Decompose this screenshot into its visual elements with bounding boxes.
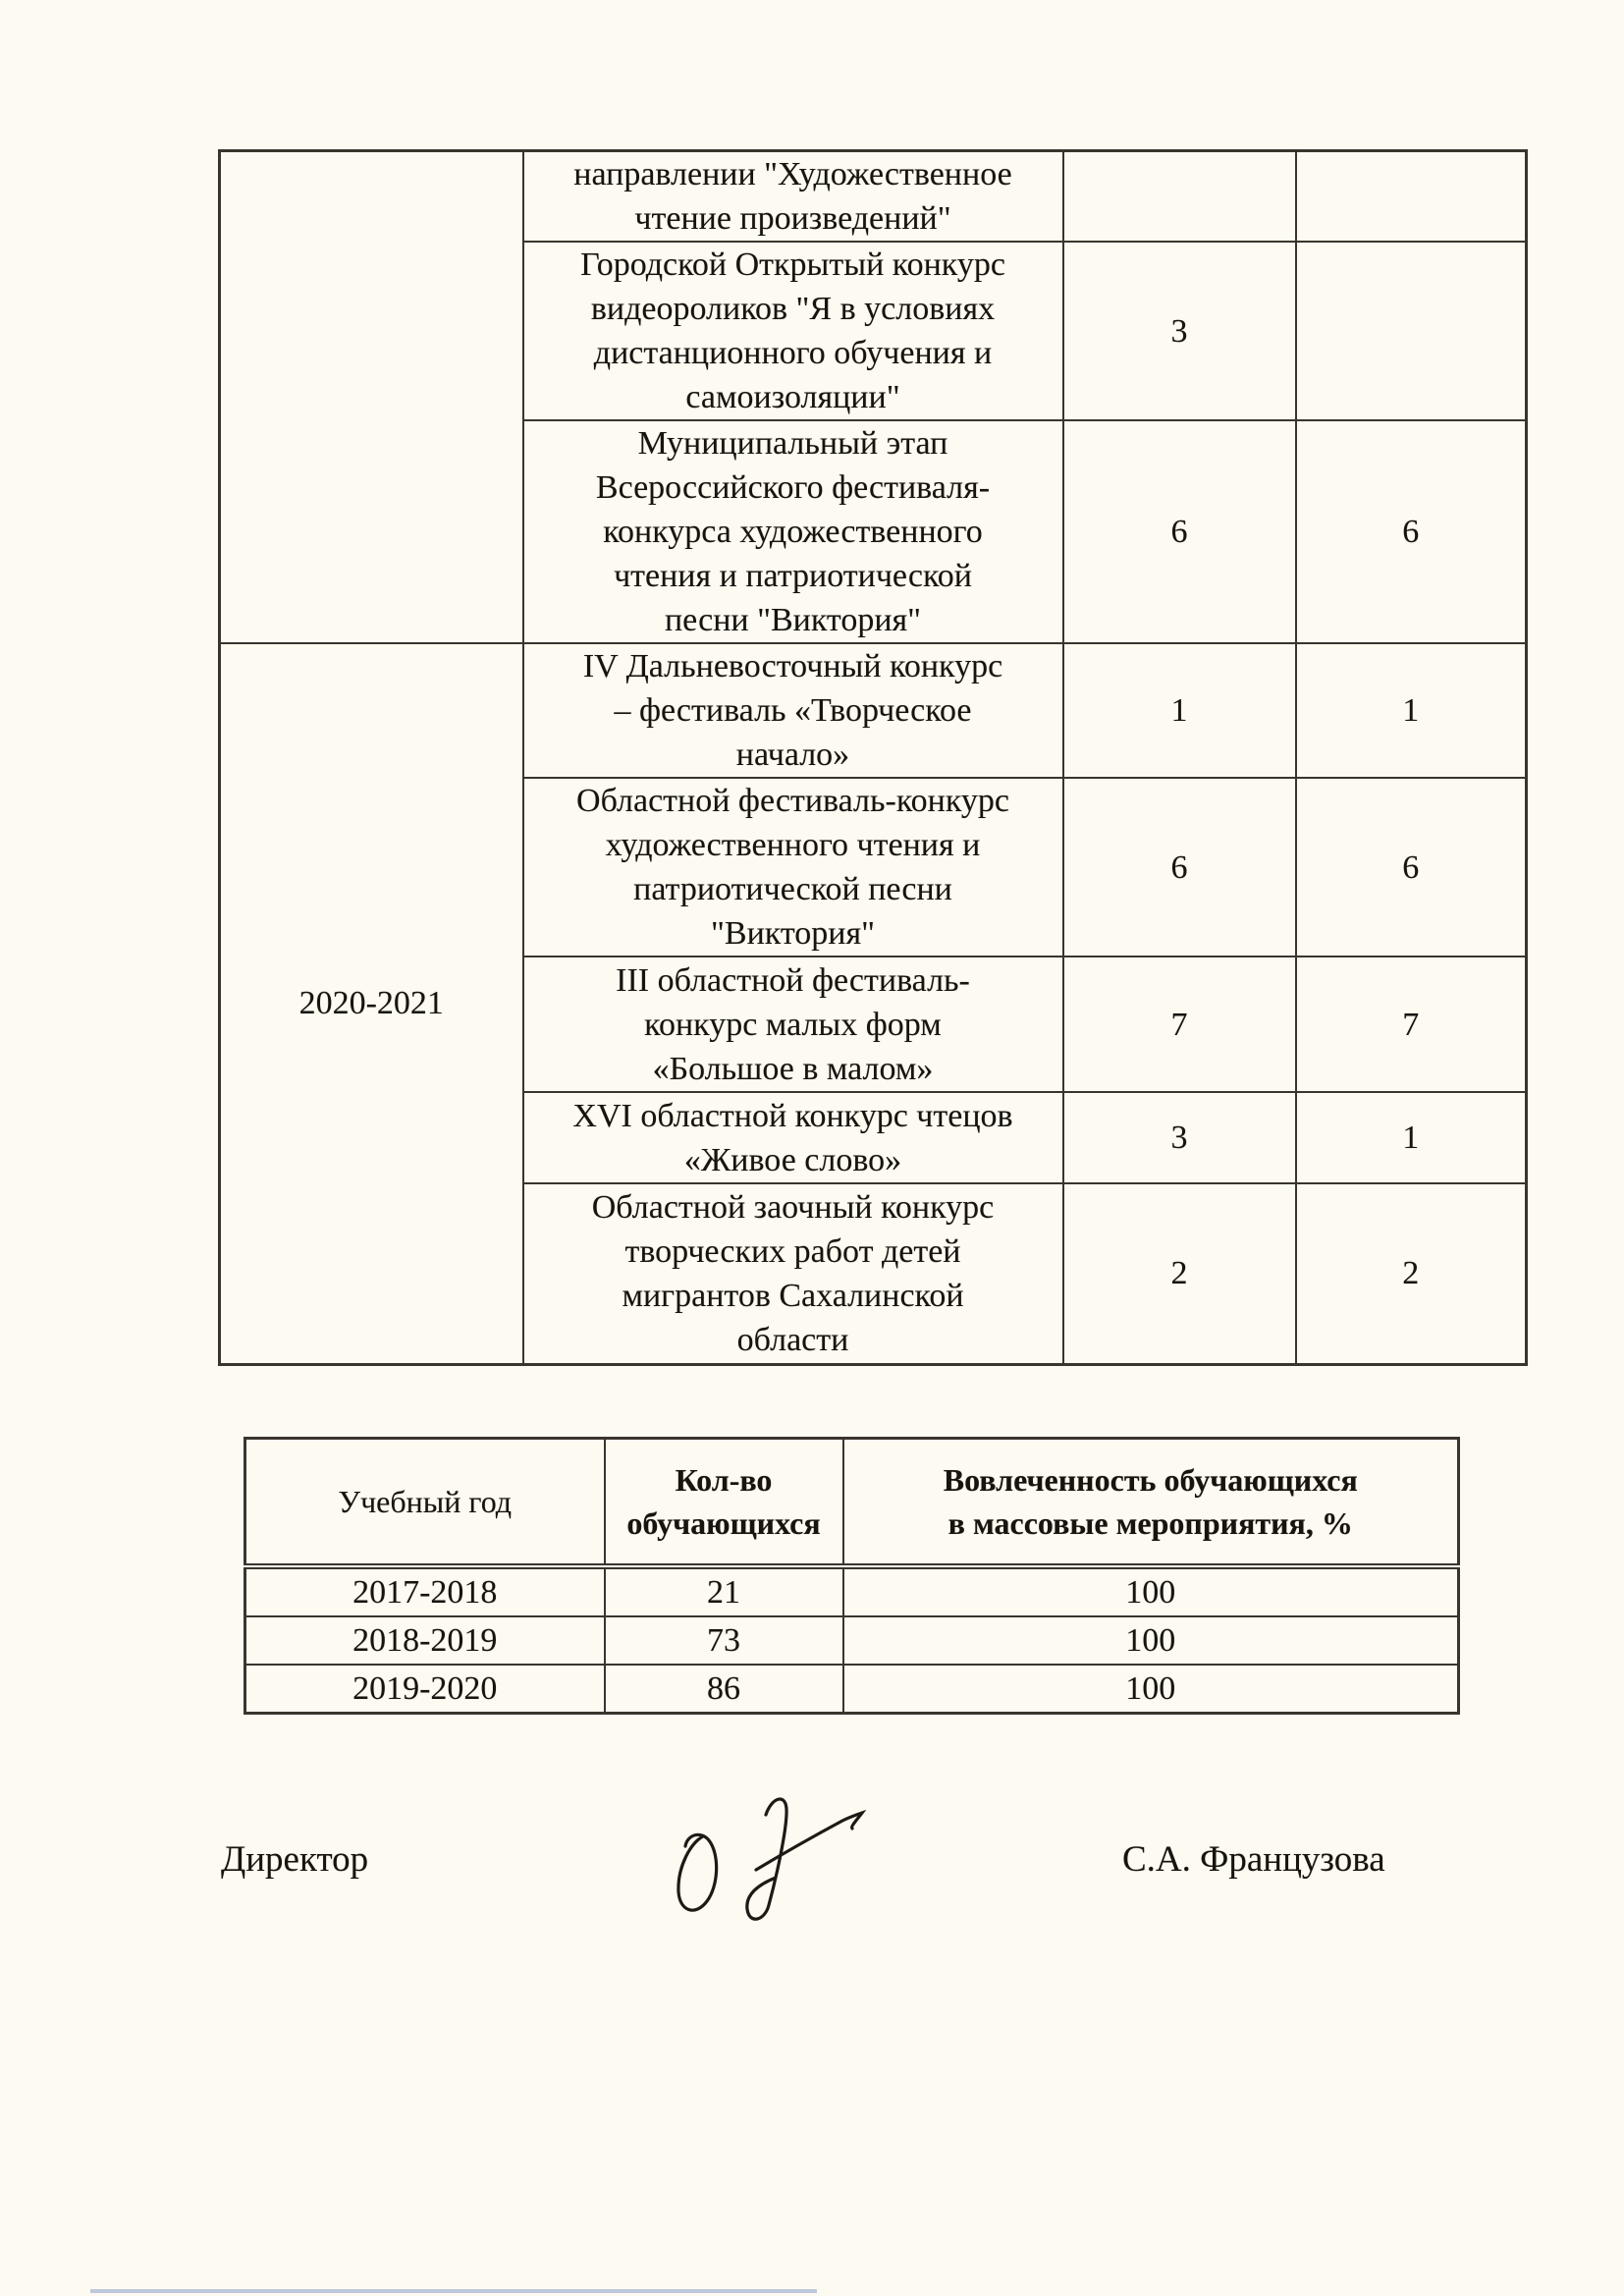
table-row: направлении "Художественное чтение произ… [218,149,1528,644]
event-cell: III областной фестиваль- конкурс малых ф… [521,956,1064,1093]
participants-cell: 3 [1061,1091,1297,1184]
involvement-cell: 100 [841,1565,1460,1617]
event-cell: Городской Открытый конкурс видеороликов … [521,241,1064,421]
event-cell: IV Дальневосточный конкурс – фестиваль «… [521,642,1064,779]
participants-cell: 2 [1061,1182,1297,1365]
table-row: Городской Открытый конкурс видеороликов … [220,241,1528,421]
count-cell: 21 [603,1565,844,1617]
winners-cell: 1 [1294,1091,1528,1184]
participants-cell: 7 [1061,956,1297,1093]
table-row: Муниципальный этап Всероссийского фестив… [220,419,1528,644]
header-cell-year: Учебный год [244,1437,606,1569]
year-cell [218,149,524,644]
event-cell: Областной заочный конкурс творческих раб… [521,1182,1064,1365]
director-label: Директор [221,1839,369,1880]
header-cell-involvement: Вовлеченность обучающихся в массовые мер… [841,1437,1460,1569]
table-row: Областной фестиваль-конкурс художественн… [220,777,1528,957]
year-cell: 2020-2021 [218,642,524,1365]
table-row: 2020-2021 IV Дальневосточный конкурс – ф… [218,642,1528,1365]
participants-cell: 6 [1061,777,1297,957]
participants-cell: 1 [1061,642,1297,779]
header-cell-count: Кол-во обучающихся [603,1437,844,1569]
table-row: 2019-2020 86 100 [244,1664,1460,1715]
event-cell: Областной фестиваль-конкурс художественн… [521,777,1064,957]
participants-cell: 3 [1061,241,1297,421]
year-cell: 2017-2018 [244,1565,606,1617]
scan-artifact-line [90,2289,817,2293]
year-cell: 2018-2019 [244,1615,606,1666]
winners-cell: 2 [1294,1182,1528,1365]
table-row: XVI областной конкурс чтецов «Живое слов… [220,1091,1528,1184]
participants-cell [1061,149,1297,243]
winners-cell: 1 [1294,642,1528,779]
competitions-table: направлении "Художественное чтение произ… [218,149,1528,1366]
director-name: С.А. Французова [1122,1839,1385,1880]
year-cell: 2019-2020 [244,1664,606,1715]
involvement-table: Учебный год Кол-во обучающихся Вовлеченн… [244,1437,1460,1715]
event-cell: XVI областной конкурс чтецов «Живое слов… [521,1091,1064,1184]
table-row: Областной заочный конкурс творческих раб… [220,1182,1528,1365]
winners-cell: 7 [1294,956,1528,1093]
event-cell: направлении "Художественное чтение произ… [521,149,1064,243]
event-cell: Муниципальный этап Всероссийского фестив… [521,419,1064,644]
count-cell: 86 [603,1664,844,1715]
participants-cell: 6 [1061,419,1297,644]
table-row: 2017-2018 21 100 [244,1565,1460,1617]
winners-cell: 6 [1294,777,1528,957]
winners-cell [1294,149,1528,243]
count-cell: 73 [603,1615,844,1666]
involvement-cell: 100 [841,1615,1460,1666]
winners-cell [1294,241,1528,421]
table-row: 2018-2019 73 100 [244,1615,1460,1666]
winners-cell: 6 [1294,419,1528,644]
table-header-row: Учебный год Кол-во обучающихся Вовлеченн… [244,1437,1460,1569]
involvement-cell: 100 [841,1664,1460,1715]
handwritten-signature [677,1797,867,1921]
table-row: III областной фестиваль- конкурс малых ф… [220,956,1528,1093]
